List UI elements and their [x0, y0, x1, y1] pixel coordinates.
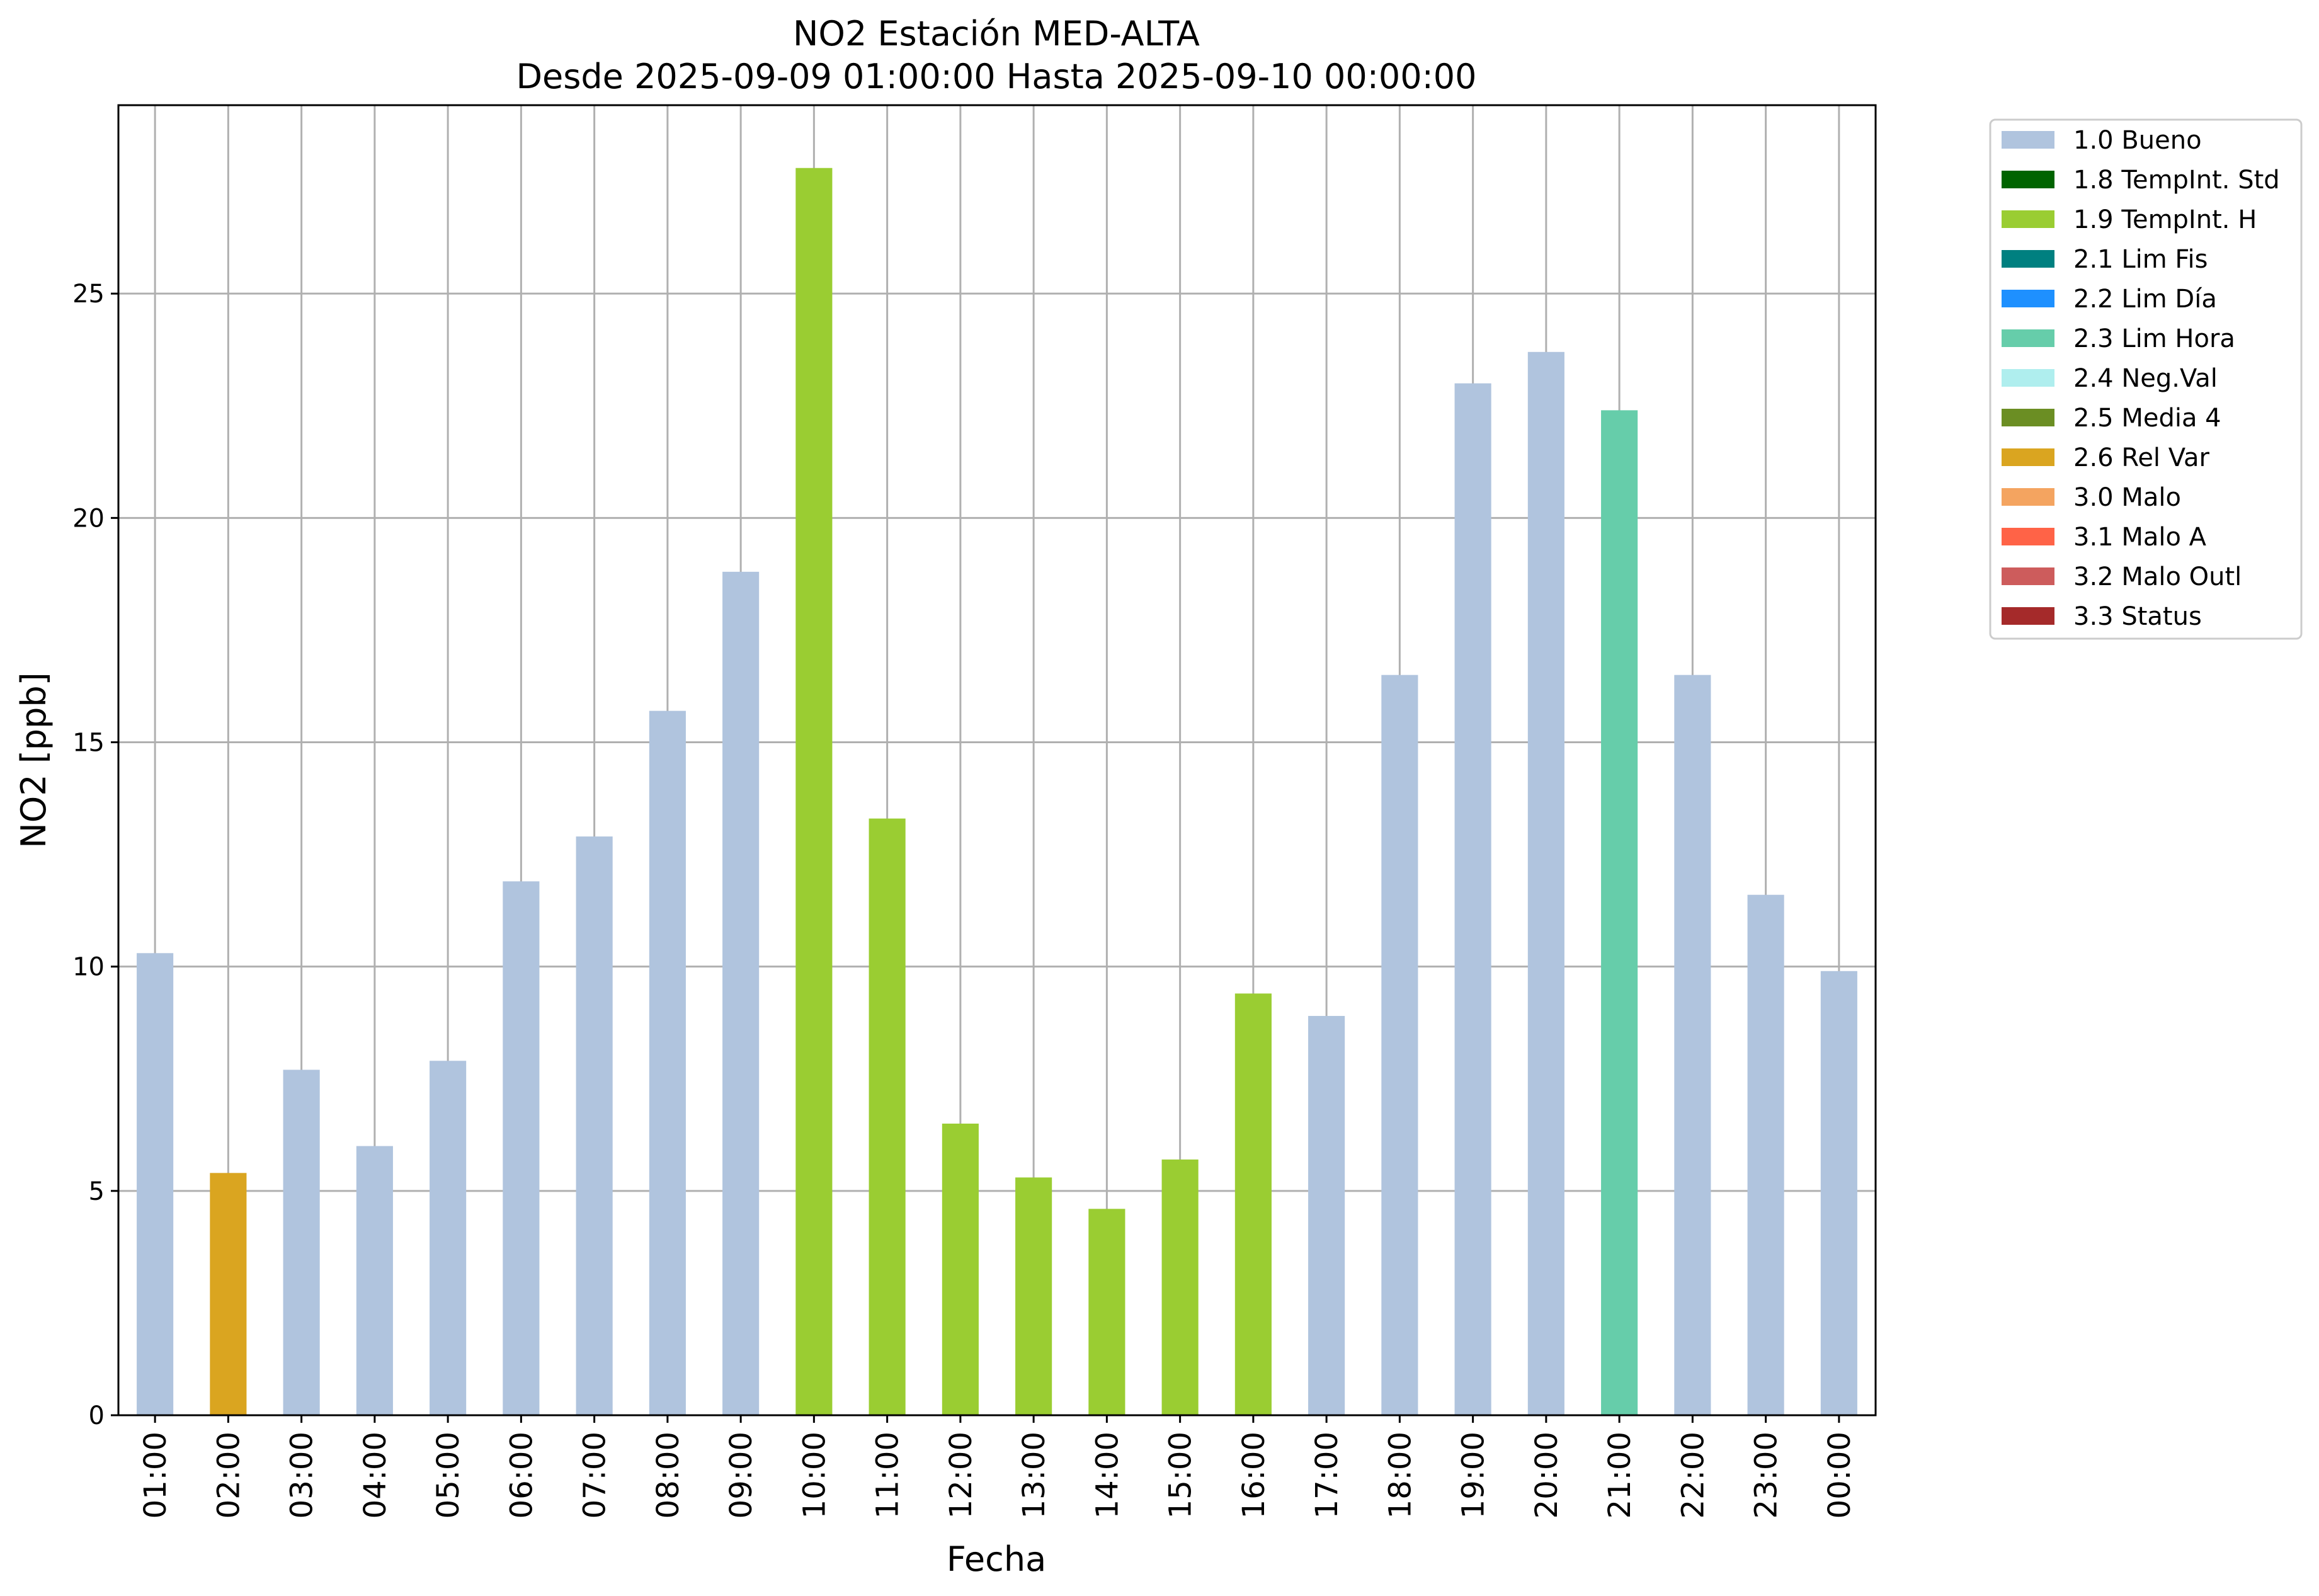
x-axis-ticks: 01:00 02:00 03:00 04:00 05:00 06:00 07:00 08:00… — [138, 1415, 1857, 1519]
x-tick-label: 03:00 — [285, 1432, 320, 1519]
bar-04:00 — [356, 1146, 393, 1415]
bar-23:00 — [1747, 894, 1784, 1415]
bar-20:00 — [1527, 351, 1564, 1416]
legend-swatch — [2002, 171, 2054, 188]
bar-17:00 — [1308, 1016, 1345, 1415]
y-tick-label: 10 — [72, 953, 105, 982]
legend-label: 2.6 Rel Var — [2073, 443, 2210, 472]
x-tick-label: 20:00 — [1529, 1432, 1564, 1519]
bar-08:00 — [649, 710, 686, 1415]
x-tick-label: 11:00 — [870, 1432, 906, 1519]
x-tick-label: 00:00 — [1822, 1432, 1857, 1519]
bar-15:00 — [1161, 1159, 1199, 1415]
y-tick-label: 0 — [89, 1401, 105, 1430]
x-tick-label: 08:00 — [651, 1432, 686, 1519]
bar-14:00 — [1088, 1209, 1125, 1415]
bar-00:00 — [1820, 971, 1857, 1415]
x-tick-label: 18:00 — [1382, 1432, 1418, 1519]
x-tick-label: 19:00 — [1456, 1432, 1491, 1519]
legend-swatch — [2002, 369, 2054, 387]
legend-label: 3.1 Malo A — [2073, 523, 2207, 552]
x-tick-label: 22:00 — [1675, 1432, 1711, 1519]
legend-label: 3.2 Malo Outl — [2073, 562, 2242, 591]
bar-22:00 — [1674, 675, 1711, 1415]
legend-swatch — [2002, 210, 2054, 228]
y-tick-label: 25 — [72, 280, 105, 309]
x-tick-label: 02:00 — [211, 1432, 246, 1519]
bar-21:00 — [1601, 410, 1638, 1415]
x-tick-label: 23:00 — [1749, 1432, 1784, 1519]
bar-01:00 — [137, 953, 174, 1415]
x-tick-label: 12:00 — [943, 1432, 979, 1519]
legend-label: 2.4 Neg.Val — [2073, 364, 2218, 393]
bar-06:00 — [503, 881, 540, 1415]
y-axis-label: NO2 [ppb] — [14, 672, 54, 848]
bar-11:00 — [869, 818, 906, 1415]
x-tick-label: 04:00 — [358, 1432, 393, 1519]
legend-swatch — [2002, 528, 2054, 545]
bar-10:00 — [795, 168, 833, 1415]
y-tick-label: 5 — [89, 1177, 105, 1206]
x-tick-label: 10:00 — [797, 1432, 832, 1519]
y-axis-ticks: 0 5 10 15 20 25 — [72, 280, 118, 1430]
legend-frame — [1989, 118, 2303, 640]
legend-swatch — [2002, 131, 2054, 149]
legend-swatch — [2002, 250, 2054, 268]
chart-title: NO2 Estación MED-ALTA — [793, 14, 1200, 54]
bar-09:00 — [722, 571, 760, 1415]
x-tick-label: 15:00 — [1163, 1432, 1199, 1519]
bar-16:00 — [1234, 993, 1272, 1415]
legend: 1.0 Bueno 1.8 TempInt. Std 1.9 TempInt. H 2… — [1989, 118, 2303, 640]
x-axis-label: Fecha — [947, 1539, 1046, 1579]
x-tick-label: 07:00 — [578, 1432, 613, 1519]
chart-subtitle: Desde 2025-09-09 01:00:00 Hasta 2025-09-… — [516, 57, 1476, 96]
x-tick-label: 17:00 — [1309, 1432, 1345, 1519]
legend-label: 2.2 Lim Día — [2073, 285, 2217, 314]
x-tick-label: 14:00 — [1090, 1432, 1125, 1519]
bar-12:00 — [942, 1123, 979, 1415]
bar-18:00 — [1381, 675, 1418, 1415]
plot-area-frame — [117, 104, 1877, 1416]
legend-swatch — [2002, 290, 2054, 307]
y-tick-label: 15 — [72, 729, 105, 758]
x-tick-label: 09:00 — [724, 1432, 759, 1519]
legend-label: 2.3 Lim Hora — [2073, 324, 2235, 353]
bar-13:00 — [1015, 1177, 1052, 1415]
legend-swatch — [2002, 567, 2054, 585]
x-tick-label: 01:00 — [138, 1432, 173, 1519]
legend-label: 1.9 TempInt. H — [2073, 205, 2257, 234]
bars — [137, 168, 1857, 1416]
legend-swatch — [2002, 607, 2054, 625]
legend-swatch — [2002, 409, 2054, 426]
legend-swatch — [2002, 448, 2054, 466]
bar-19:00 — [1454, 383, 1491, 1416]
legend-swatch — [2002, 488, 2054, 506]
bar-03:00 — [283, 1069, 320, 1415]
bar-05:00 — [430, 1061, 467, 1415]
x-tick-label: 06:00 — [504, 1432, 539, 1519]
legend-label: 3.0 Malo — [2073, 483, 2181, 512]
bar-07:00 — [576, 836, 613, 1415]
legend-label: 1.8 TempInt. Std — [2073, 166, 2280, 195]
x-tick-label: 05:00 — [431, 1432, 466, 1519]
y-tick-label: 20 — [72, 504, 105, 533]
legend-swatch — [2002, 329, 2054, 347]
x-tick-label: 16:00 — [1236, 1432, 1272, 1519]
x-tick-label: 21:00 — [1602, 1432, 1638, 1519]
x-tick-label: 13:00 — [1017, 1432, 1052, 1519]
legend-label: 2.5 Media 4 — [2073, 404, 2221, 433]
bar-02:00 — [210, 1173, 247, 1415]
legend-label: 3.3 Status — [2073, 602, 2202, 631]
legend-label: 1.0 Bueno — [2073, 126, 2202, 155]
legend-label: 2.1 Lim Fis — [2073, 245, 2208, 274]
